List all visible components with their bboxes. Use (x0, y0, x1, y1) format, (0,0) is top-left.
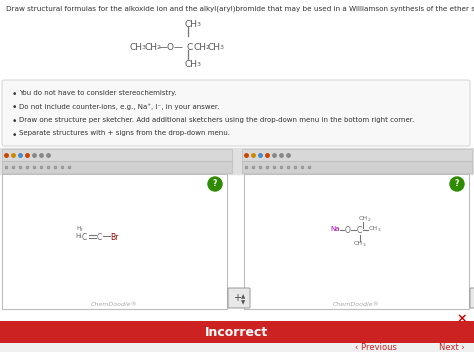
Text: •: • (12, 131, 18, 139)
Text: 3: 3 (197, 22, 201, 27)
Text: CH: CH (145, 43, 158, 52)
Text: 2: 2 (368, 218, 371, 222)
Text: Draw one structure per sketcher. Add additional sketchers using the drop-down me: Draw one structure per sketcher. Add add… (19, 117, 414, 123)
Text: ‹ Previous: ‹ Previous (355, 343, 397, 352)
Text: 3: 3 (363, 243, 366, 247)
Bar (0, 343, 474, 352)
Text: CH: CH (194, 43, 207, 52)
Text: 2: 2 (206, 45, 210, 50)
Bar (2, 149, 232, 161)
Bar (242, 149, 472, 161)
Text: CH: CH (130, 43, 143, 52)
Text: +: + (233, 293, 241, 303)
Bar (0, 321, 474, 343)
Bar (242, 161, 472, 173)
Text: •: • (12, 90, 18, 99)
Bar (242, 161, 472, 173)
Text: 3: 3 (142, 45, 146, 50)
FancyBboxPatch shape (228, 288, 250, 308)
Text: ChemDoodle®: ChemDoodle® (91, 302, 138, 307)
Bar (242, 149, 472, 161)
Text: CH: CH (185, 60, 198, 69)
Bar (244, 174, 469, 309)
Text: 2: 2 (80, 228, 83, 232)
Text: H: H (76, 226, 81, 231)
FancyBboxPatch shape (470, 288, 474, 308)
Text: CH: CH (208, 43, 221, 52)
Text: CH: CH (359, 216, 368, 221)
Text: C: C (97, 233, 102, 242)
Text: CH: CH (369, 226, 378, 231)
Text: ▼: ▼ (241, 300, 245, 305)
Text: 3: 3 (197, 62, 201, 67)
Text: You do not have to consider stereochemistry.: You do not have to consider stereochemis… (19, 90, 176, 96)
Text: •: • (12, 103, 18, 113)
Text: Na: Na (330, 226, 339, 232)
Text: Separate structures with + signs from the drop-down menu.: Separate structures with + signs from th… (19, 131, 230, 137)
Text: 3: 3 (378, 228, 381, 232)
Text: H: H (75, 233, 80, 239)
FancyBboxPatch shape (2, 80, 470, 146)
Text: •: • (12, 117, 18, 126)
Text: ChemDoodle®: ChemDoodle® (333, 302, 380, 307)
Text: 2: 2 (157, 45, 161, 50)
Text: Draw structural formulas for the alkoxide ion and the alkyl(aryl)bromide that ma: Draw structural formulas for the alkoxid… (6, 6, 474, 13)
Text: CH: CH (354, 241, 363, 246)
Text: ×: × (457, 312, 467, 325)
Text: ▲: ▲ (241, 294, 245, 299)
Bar (2, 161, 232, 173)
Bar (0, 148, 474, 174)
Text: O: O (345, 226, 351, 235)
Bar (2, 149, 232, 161)
Text: 3: 3 (220, 45, 224, 50)
Text: Do not include counter-ions, e.g., Na⁺, I⁻, in your answer.: Do not include counter-ions, e.g., Na⁺, … (19, 103, 219, 110)
Text: Br: Br (110, 233, 118, 242)
Circle shape (450, 177, 464, 191)
Text: ?: ? (455, 180, 459, 189)
Text: C: C (187, 43, 193, 52)
Bar (2, 174, 227, 309)
Text: C: C (82, 233, 87, 242)
Text: —O—: —O— (159, 43, 184, 52)
Text: Incorrect: Incorrect (205, 326, 269, 339)
Text: Next ›: Next › (439, 343, 465, 352)
Bar (2, 161, 232, 173)
Circle shape (208, 177, 222, 191)
Text: C: C (357, 226, 362, 235)
Text: 2: 2 (79, 235, 82, 239)
Text: ?: ? (213, 180, 217, 189)
Text: CH: CH (185, 20, 198, 29)
